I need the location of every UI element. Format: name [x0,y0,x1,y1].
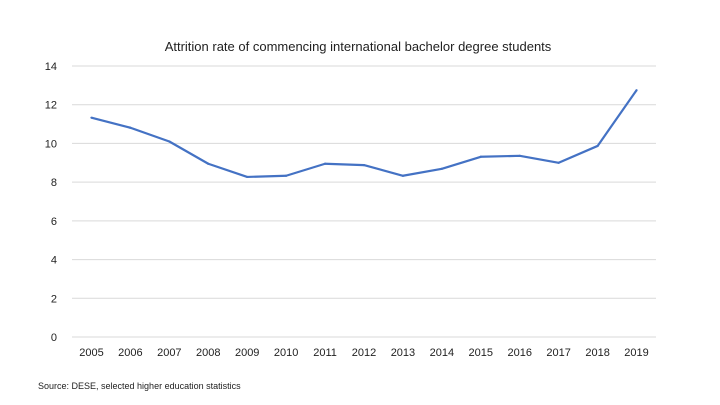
x-tick-label: 2015 [469,347,493,359]
data-point [479,155,482,158]
y-tick-label: 10 [45,138,57,150]
data-point [401,174,405,177]
x-tick-label: 2006 [118,347,142,359]
x-tick-label: 2010 [274,347,298,359]
data-point [362,164,366,167]
data-point [323,162,327,165]
data-point [635,89,638,92]
x-tick-label: 2009 [235,347,259,359]
x-tick-label: 2017 [546,347,570,359]
y-tick-label: 2 [51,293,57,305]
data-point [90,116,93,119]
chart-title: Attrition rate of commencing internation… [165,39,552,54]
data-point [129,126,132,129]
x-tick-label: 2016 [507,347,531,359]
y-tick-label: 8 [51,177,57,189]
x-tick-label: 2012 [352,347,376,359]
data-point [285,174,288,177]
data-point [168,140,171,143]
x-tick-label: 2013 [391,347,415,359]
x-tick-label: 2014 [430,347,454,359]
x-tick-label: 2018 [585,347,609,359]
x-tick-label: 2019 [624,347,648,359]
x-tick-label: 2007 [157,347,181,359]
source-note: Source: DESE, selected higher education … [38,381,241,391]
y-tick-label: 0 [51,332,57,344]
y-tick-label: 14 [45,61,57,73]
y-tick-label: 6 [51,216,57,228]
series-line [91,89,638,179]
x-tick-label: 2011 [313,347,337,359]
data-point [440,167,443,170]
y-tick-label: 12 [45,100,57,112]
x-tick-label: 2008 [196,347,220,359]
data-point [518,154,521,157]
x-tick-label: 2005 [79,347,103,359]
data-point [557,161,560,164]
data-point [246,175,249,179]
data-point [207,162,210,165]
y-tick-label: 4 [51,255,57,267]
data-point [596,144,599,148]
